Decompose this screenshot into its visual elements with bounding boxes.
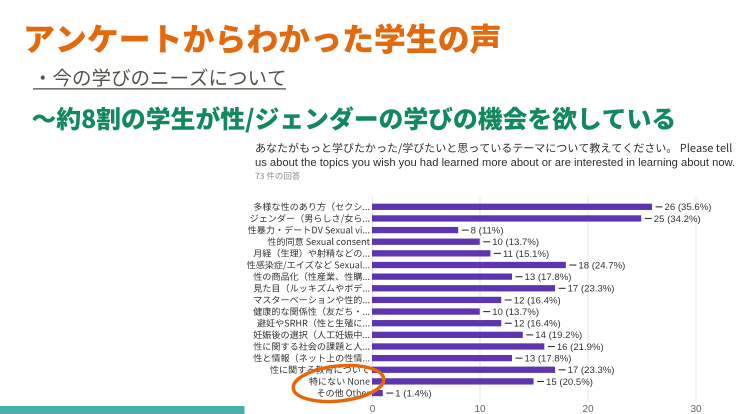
svg-text:17 (23.3%): 17 (23.3%) [568,284,615,295]
svg-text:13 (17.8%): 13 (17.8%) [525,354,572,365]
svg-text:30: 30 [690,404,702,414]
svg-text:10: 10 [474,404,486,414]
svg-text:20: 20 [582,404,594,414]
svg-text:10 (13.7%): 10 (13.7%) [492,307,539,318]
svg-text:12 (16.4%): 12 (16.4%) [514,319,561,330]
svg-text:0: 0 [370,404,376,414]
svg-text:17 (23.3%): 17 (23.3%) [568,365,615,376]
svg-text:13 (17.8%): 13 (17.8%) [525,272,572,283]
svg-text:15 (20.5%): 15 (20.5%) [546,377,593,388]
svg-text:16 (21.9%): 16 (21.9%) [557,342,604,353]
svg-text:10 (13.7%): 10 (13.7%) [492,237,539,248]
svg-text:18 (24.7%): 18 (24.7%) [578,260,625,271]
svg-text:11 (15.1%): 11 (15.1%) [503,249,549,260]
svg-text:14 (19.2%): 14 (19.2%) [535,330,582,341]
svg-text:26 (35.6%): 26 (35.6%) [665,202,712,213]
svg-text:8 (11%): 8 (11%) [471,225,504,236]
svg-text:1 (1.4%): 1 (1.4%) [395,388,431,399]
svg-text:us about the topics you wish y: us about the topics you wish you had lea… [255,157,735,169]
svg-text:12 (16.4%): 12 (16.4%) [514,295,561,306]
svg-text:25 (34.2%): 25 (34.2%) [654,214,701,225]
